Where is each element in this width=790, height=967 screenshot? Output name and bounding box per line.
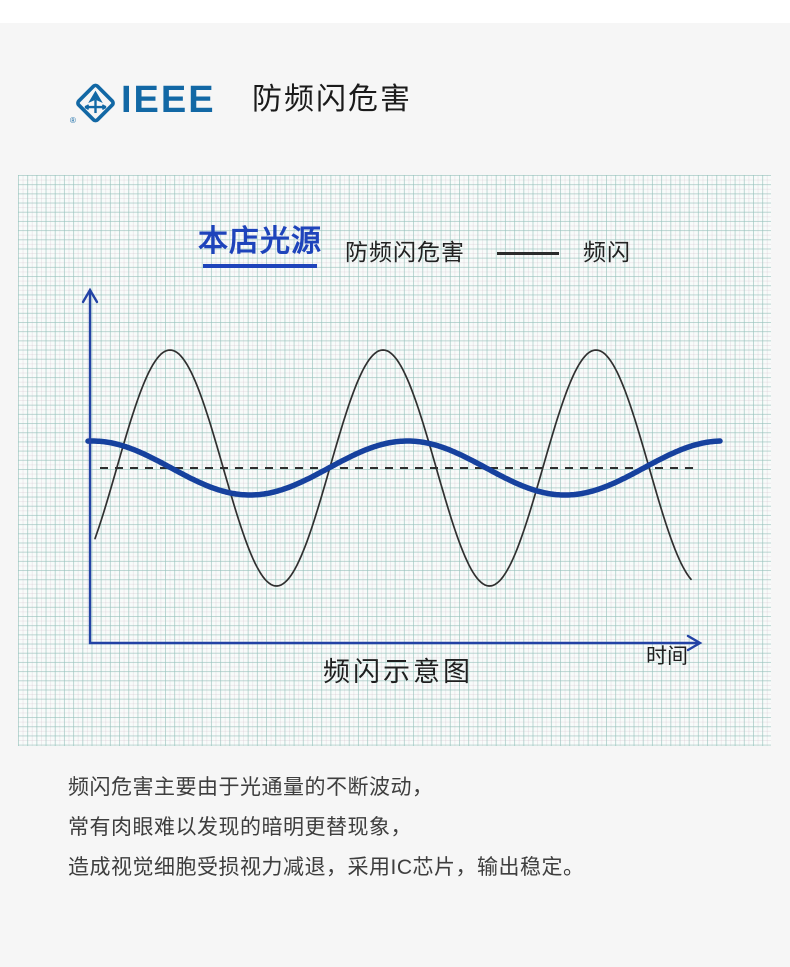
legend-item-store-light: 本店光源 (198, 227, 322, 268)
x-axis-arrowhead (686, 634, 703, 652)
footer-line: 频闪危害主要由于光通量的不断波动， (68, 776, 434, 799)
legend-store-label: 本店光源 (198, 225, 322, 258)
footer-paragraph: 频闪危害主要由于光通量的不断波动， 常有肉眼难以发现的暗明更替现象， 造成视觉细… (68, 768, 585, 888)
legend-flicker-label: 频闪 (583, 239, 631, 265)
page-title: 防频闪危害 (252, 83, 412, 116)
brand-text: IEEE (121, 79, 216, 121)
legend-flicker-line-swatch (497, 252, 559, 255)
store-light-wave (85, 438, 723, 498)
footer-line: 造成视觉细胞受损视力减退，采用IC芯片，输出稳定。 (68, 856, 585, 879)
chart-panel: 本店光源 防频闪危害 频闪 时间 频闪示意图 (18, 175, 771, 746)
top-white-strip (0, 0, 790, 23)
chart-caption: 频闪示意图 (323, 657, 473, 687)
axes-lines (88, 290, 700, 645)
y-axis-arrowhead (81, 287, 99, 304)
ieee-logo-icon (76, 83, 115, 123)
footer-line: 常有肉眼难以发现的暗明更替现象， (68, 816, 412, 839)
registered-trademark-mark: ® (70, 116, 76, 125)
legend-store-note: 防频闪危害 (345, 239, 465, 265)
legend-store-underline (203, 264, 317, 268)
waveform-chart-svg (81, 287, 723, 652)
flicker-wave (94, 349, 692, 587)
x-axis-label-time: 时间 (646, 645, 688, 668)
